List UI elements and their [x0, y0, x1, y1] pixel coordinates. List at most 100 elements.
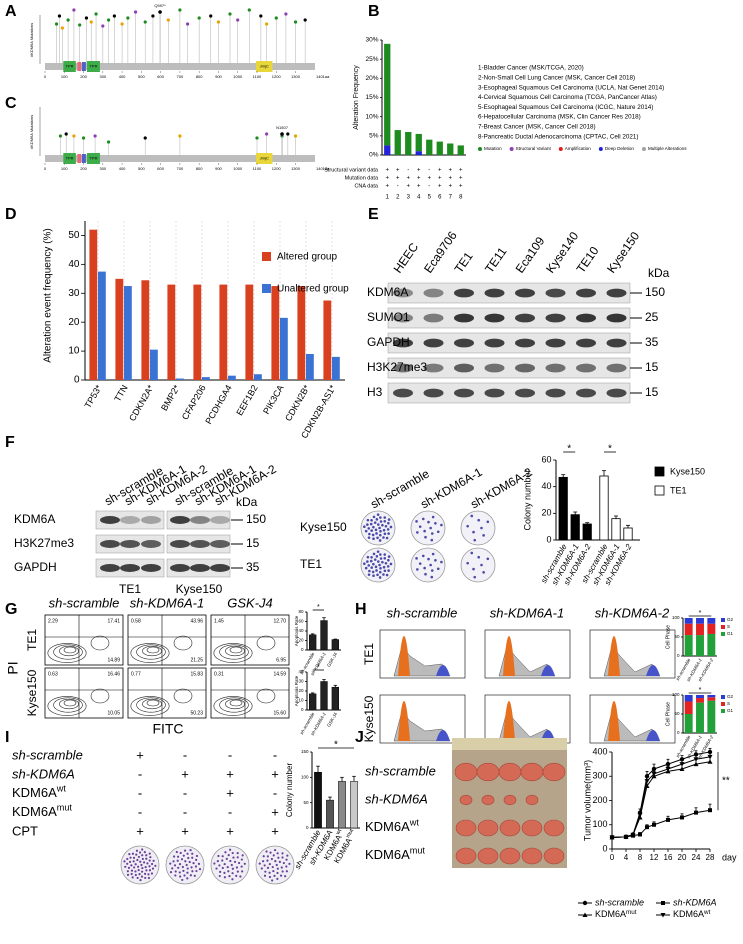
- column-label: sh-scramble: [387, 605, 458, 620]
- bar-segment: [696, 623, 704, 636]
- colony: [174, 874, 177, 877]
- colony: [268, 871, 271, 874]
- contour: [90, 635, 110, 651]
- colony: [185, 863, 188, 867]
- profile-mark: -: [428, 168, 430, 174]
- colony: [264, 870, 267, 873]
- lollipop-head: [120, 22, 124, 26]
- bar-segment: [707, 633, 716, 656]
- colony: [223, 862, 226, 866]
- blot-band: [393, 338, 413, 348]
- colony: [276, 877, 279, 880]
- bar-segment: [415, 133, 422, 152]
- blot-band: [100, 516, 120, 524]
- colony: [370, 529, 373, 532]
- legend-swatch: [641, 147, 646, 151]
- colony: [176, 859, 179, 862]
- contour: [90, 688, 110, 704]
- marker: [708, 808, 712, 813]
- label-sup: mut: [626, 909, 637, 916]
- lollipop-head: [66, 18, 70, 22]
- x-tick-label: 1100: [253, 74, 262, 79]
- colony: [271, 879, 274, 882]
- blot-band: [423, 288, 444, 298]
- colony: [243, 862, 246, 865]
- label-sup: mut: [410, 846, 426, 856]
- colony: [179, 851, 182, 855]
- colony: [240, 865, 243, 868]
- colony: [387, 518, 391, 521]
- contour: [53, 697, 83, 713]
- condition-mark: +: [271, 766, 279, 781]
- lollipop-head: [106, 18, 111, 22]
- lollipop-head: [143, 136, 147, 140]
- bar-segment: [696, 635, 704, 656]
- bar: [332, 356, 340, 380]
- quadrant-value: 0.77: [131, 671, 141, 677]
- blot-band: [606, 313, 627, 323]
- label-text: KDM6A: [365, 847, 410, 862]
- blot-band: [576, 313, 596, 323]
- y-tick-label: 20: [298, 688, 304, 693]
- legend-label: Kyse150: [670, 466, 705, 476]
- quadrant-value: 0.63: [48, 671, 58, 677]
- colony: [140, 875, 144, 878]
- bar: [309, 693, 317, 711]
- bar-segment: [707, 697, 716, 701]
- colony: [381, 523, 384, 527]
- colony: [213, 862, 216, 865]
- y-tick-label: 100: [301, 775, 309, 780]
- colony-dish: [360, 547, 396, 583]
- colony: [176, 855, 180, 858]
- y-tick-label: 15%: [365, 94, 378, 101]
- lollipop-head: [54, 22, 59, 26]
- marker: [644, 779, 650, 784]
- bar-segment: [707, 623, 716, 634]
- x-tick-label: 400: [119, 74, 126, 79]
- significance: *: [567, 444, 571, 455]
- legend-swatch: [478, 147, 482, 151]
- colony: [262, 855, 265, 858]
- colony: [183, 874, 186, 877]
- colony: [387, 569, 390, 572]
- colony: [482, 534, 485, 537]
- colony: [233, 860, 237, 863]
- profile-mark: +: [385, 176, 389, 182]
- y-tick-label: 40: [298, 628, 304, 633]
- colony: [186, 871, 189, 874]
- colony: [387, 532, 390, 535]
- bar: [176, 378, 184, 380]
- x-tick-label: 500: [138, 166, 145, 171]
- colony: [416, 568, 419, 571]
- blot-band: [545, 388, 566, 398]
- colony: [378, 576, 382, 579]
- condition-label: sh-scramble: [12, 747, 83, 762]
- colony: [382, 536, 385, 539]
- g1-peak: [503, 636, 515, 676]
- colony: [363, 562, 366, 566]
- column-label: sh-KDM6A-1: [130, 595, 204, 610]
- y-tick-label: 100: [672, 615, 680, 620]
- blot-band: [545, 363, 566, 373]
- colony: [273, 848, 277, 852]
- y-axis-label: Apoptosis Rate: [294, 615, 299, 646]
- quadrant-value: 1.45: [214, 618, 224, 624]
- blot-band: [454, 388, 474, 398]
- row-label: H3K27me3: [367, 360, 427, 374]
- lollipop-head: [293, 134, 298, 138]
- colony: [285, 865, 288, 868]
- blot-band: [515, 313, 535, 323]
- quadrant-value: 0.31: [214, 671, 224, 677]
- flow-plot: [127, 667, 207, 719]
- marker: [707, 754, 713, 760]
- quadrant-value: 14.89: [107, 657, 120, 663]
- condition-mark: -: [183, 804, 187, 819]
- colony: [366, 560, 369, 563]
- colony: [227, 854, 230, 857]
- y-tick-label: 0: [677, 653, 680, 658]
- colony: [197, 862, 201, 865]
- colony: [137, 865, 140, 868]
- lollipop-head: [84, 16, 89, 20]
- blot-band: [484, 388, 505, 398]
